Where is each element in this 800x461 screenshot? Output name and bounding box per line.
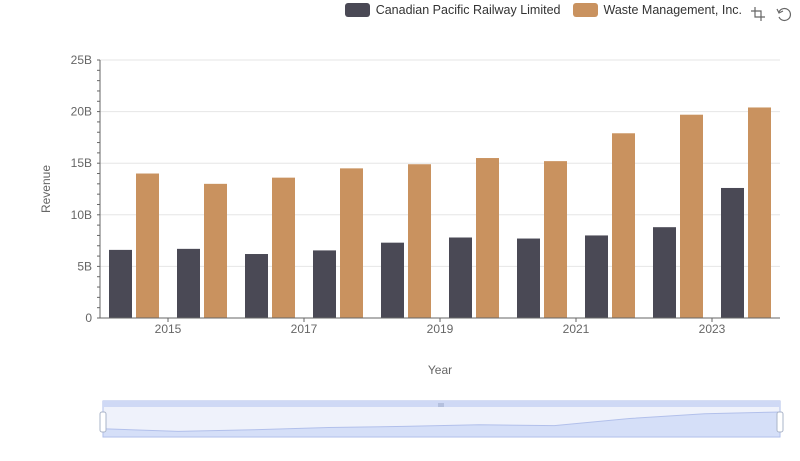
bar-canadian-pacific-2023[interactable]	[721, 187, 744, 318]
bar-canadian-pacific-2016[interactable]	[245, 254, 268, 318]
x-tick-label: 2019	[427, 322, 454, 336]
zoom-handle-right[interactable]	[776, 411, 784, 433]
bar-waste-management-2021[interactable]	[612, 133, 635, 318]
bar-canadian-pacific-2022[interactable]	[653, 227, 676, 318]
x-tick-label: 2015	[155, 322, 182, 336]
data-zoom-slider[interactable]	[99, 400, 784, 438]
grid	[100, 59, 780, 267]
bar-waste-management-2019[interactable]	[476, 158, 499, 318]
y-axis-label: Revenue	[39, 165, 53, 213]
bar-waste-management-2018[interactable]	[408, 164, 431, 318]
bar-canadian-pacific-2020[interactable]	[517, 238, 540, 318]
axes: 0 5B 10B 15B 20B 25B 2015 2017 2019 2021 2023	[71, 53, 780, 336]
zoom-handle-left[interactable]	[99, 411, 107, 433]
bar-canadian-pacific-2015[interactable]	[177, 248, 200, 318]
bar-canadian-pacific-2019[interactable]	[449, 237, 472, 318]
bar-waste-management-2014[interactable]	[136, 173, 159, 318]
bar-waste-management-2017[interactable]	[340, 168, 363, 318]
zoom-handle-icon	[438, 403, 444, 407]
legend-swatch-canadian-pacific	[344, 3, 370, 17]
x-tick-label: 2021	[563, 322, 590, 336]
legend: Canadian Pacific Railway Limited Waste M…	[344, 3, 743, 17]
bar-canadian-pacific-2014[interactable]	[109, 249, 132, 318]
bar-waste-management-2022[interactable]	[680, 114, 703, 318]
y-tick-label: 25B	[71, 53, 92, 67]
y-tick-label: 0	[85, 311, 92, 325]
bar-canadian-pacific-2021[interactable]	[585, 235, 608, 318]
restore-icon[interactable]	[776, 6, 792, 22]
y-tick-label: 20B	[71, 105, 92, 119]
legend-label-canadian-pacific: Canadian Pacific Railway Limited	[375, 3, 561, 17]
bar-canadian-pacific-2017[interactable]	[313, 250, 336, 318]
bar-canadian-pacific-2018[interactable]	[381, 242, 404, 318]
x-tick-label: 2023	[699, 322, 726, 336]
y-tick-label: 15B	[71, 156, 92, 170]
bar-waste-management-2015[interactable]	[204, 183, 227, 318]
bar-waste-management-2016[interactable]	[272, 177, 295, 318]
y-tick-label: 10B	[71, 208, 92, 222]
zoom-area-icon[interactable]	[750, 6, 766, 22]
bar-waste-management-2020[interactable]	[544, 161, 567, 318]
bars	[109, 107, 771, 318]
x-axis-label: Year	[428, 363, 452, 377]
bar-waste-management-2023[interactable]	[748, 107, 771, 318]
y-tick-label: 5B	[77, 259, 92, 273]
toolbox	[750, 6, 792, 22]
x-tick-label: 2017	[291, 322, 318, 336]
legend-swatch-waste-management	[572, 3, 598, 17]
legend-item-canadian-pacific[interactable]: Canadian Pacific Railway Limited	[344, 3, 561, 17]
legend-item-waste-management[interactable]: Waste Management, Inc.	[572, 3, 743, 17]
legend-label-waste-management: Waste Management, Inc.	[603, 3, 743, 17]
